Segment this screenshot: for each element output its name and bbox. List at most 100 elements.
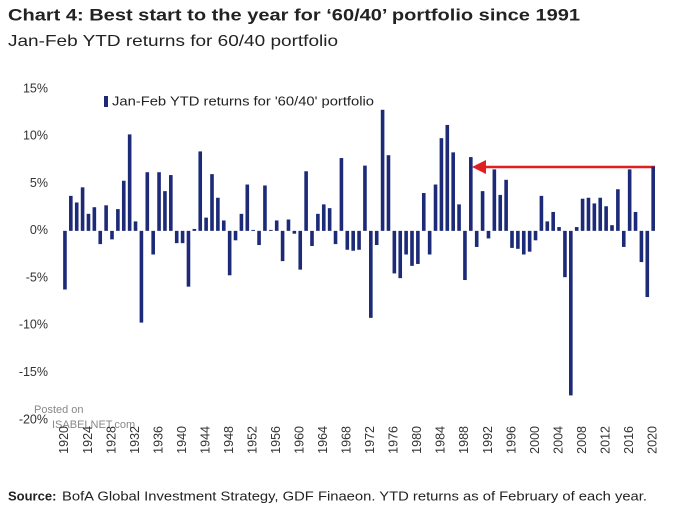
x-tick-label: 1972 [363, 426, 377, 454]
x-tick-label: 1952 [245, 426, 259, 454]
x-tick-label: 1992 [481, 426, 495, 454]
bar [539, 195, 544, 231]
bar [574, 227, 579, 231]
bar [92, 207, 97, 231]
bar [80, 187, 85, 231]
bar [510, 230, 514, 248]
y-tick-label: -15% [19, 365, 48, 379]
bar [127, 134, 132, 231]
chart-subtitle: Jan-Feb YTD returns for 60/40 portfolio [8, 33, 338, 50]
bar [586, 197, 591, 231]
bar [516, 230, 520, 249]
bar [204, 217, 208, 231]
x-tick-label: 2000 [528, 426, 542, 454]
x-tick-label: 2020 [645, 426, 659, 454]
bar [133, 221, 138, 231]
bar [404, 230, 408, 255]
bar [145, 172, 150, 231]
bar [416, 230, 420, 264]
x-tick-label: 1936 [151, 426, 165, 454]
bar [457, 204, 461, 231]
bar [616, 189, 620, 231]
bar [269, 229, 273, 231]
bar [492, 169, 497, 231]
source-text: BofA Global Investment Strategy, GDF Fin… [62, 488, 647, 503]
legend-label: Jan-Feb YTD returns for '60/40' portfoli… [112, 94, 374, 108]
x-tick-label: 1980 [410, 426, 424, 454]
bar [316, 213, 320, 231]
bar [86, 213, 91, 231]
bar [339, 158, 344, 231]
bar [533, 230, 538, 241]
bar [186, 230, 191, 287]
x-tick-label: 2004 [551, 426, 565, 454]
bar [427, 230, 432, 255]
bar [374, 230, 379, 246]
bar [504, 179, 508, 231]
bar [580, 198, 585, 231]
legend-swatch [104, 96, 108, 107]
bar [227, 230, 232, 276]
bar [169, 175, 173, 231]
bar [345, 230, 350, 250]
x-tick-label: 1988 [457, 426, 471, 454]
bar [210, 174, 214, 231]
x-tick-label: 1968 [340, 426, 354, 454]
bar [369, 230, 373, 318]
x-tick-label: 1964 [316, 426, 330, 454]
x-tick-label: 1940 [175, 426, 189, 454]
bar [333, 230, 338, 245]
y-tick-label: -10% [19, 318, 48, 332]
bar [598, 197, 603, 231]
y-tick-label: 0% [30, 223, 48, 237]
bar [263, 185, 267, 231]
bar [239, 213, 244, 231]
bar [110, 230, 114, 240]
bar [392, 230, 397, 274]
bar [433, 184, 438, 231]
bar [463, 230, 467, 281]
bar [274, 220, 279, 231]
bar [639, 230, 644, 263]
bar [286, 219, 291, 231]
bar [251, 229, 255, 231]
bar [398, 230, 403, 279]
x-tick-label: 1928 [104, 426, 118, 454]
y-tick-label: 10% [23, 129, 48, 143]
bar [480, 191, 485, 231]
bar [198, 151, 203, 231]
bar [651, 166, 655, 231]
x-tick-label: 1996 [504, 426, 518, 454]
bar [174, 230, 179, 244]
bar [627, 169, 632, 231]
bar [74, 202, 79, 231]
bar [439, 138, 444, 231]
y-tick-label: -20% [19, 412, 48, 426]
arrow-head [472, 160, 486, 174]
watermark: Posted on [34, 404, 84, 416]
bar [592, 203, 597, 231]
bar [645, 230, 650, 298]
bar [292, 230, 297, 234]
x-tick-label: 1948 [222, 426, 236, 454]
bar [386, 155, 391, 231]
bar [245, 184, 250, 231]
x-tick-label: 2012 [598, 426, 612, 454]
x-tick-label: 1956 [269, 426, 283, 454]
bar [327, 208, 332, 231]
bar [192, 228, 197, 231]
bar [610, 225, 614, 231]
bar [604, 206, 608, 231]
bar [63, 230, 67, 290]
bar [527, 230, 532, 252]
watermark: ISABELNET.com [52, 419, 135, 431]
bar [521, 230, 526, 255]
bar [451, 152, 455, 231]
bar [69, 195, 73, 231]
bar [304, 171, 308, 231]
bar [180, 230, 185, 244]
bar [363, 165, 367, 231]
x-tick-label: 1932 [128, 426, 142, 454]
bar [545, 221, 550, 231]
